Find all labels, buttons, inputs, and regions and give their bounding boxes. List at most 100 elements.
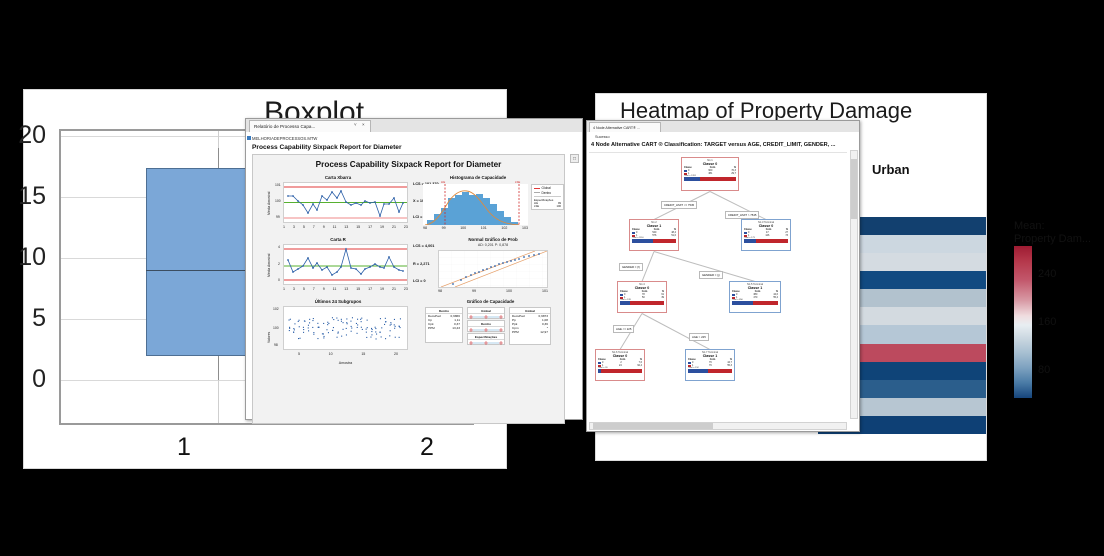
tree-node-class: Classe 0 — [634, 286, 650, 290]
upper-whisker — [218, 148, 219, 168]
histogram-x-tick: 98 — [423, 226, 427, 230]
within-table-rows: DesvPad 0,9866 Cp 1,11 Cpk 0,37 PPM 13,43 — [426, 314, 462, 330]
xbar-x-tick: 11 — [332, 225, 337, 229]
tree-node-bar-red — [653, 239, 676, 244]
tree-split-label: CREDIT_LIMIT <= 7545 — [661, 201, 698, 209]
tree-node-bar — [732, 301, 778, 306]
cart-vertical-scrollbar[interactable] — [850, 150, 858, 419]
rchart-y-tick-2: 2 — [278, 262, 280, 266]
tree-split-label: GENDER = (f) — [619, 263, 643, 271]
tree-node[interactable]: Nó 6 Terminal Classe 0 Classe Cont.% 0 2 7,6 1 2… — [595, 349, 645, 381]
tree-node[interactable]: Nó 1 Classe 0 Classe Cont.% 0 900 70,3 1 381 29,7… — [681, 157, 739, 191]
rchart-y-axis-label: Média Amostral — [267, 253, 271, 277]
within-row-key: Cp — [428, 318, 432, 322]
minimize-icon[interactable]: ˅ — [354, 122, 357, 127]
probplot-plot-area — [438, 250, 548, 288]
tree-node[interactable]: Nó 3 Terminal Classe 0 Classe Cont.% 0 47 27 1 1… — [741, 219, 791, 251]
tree-node-bar-red — [600, 369, 642, 374]
cart-horizontal-scroll-thumb[interactable] — [593, 423, 713, 429]
tree-node-count: 78 — [642, 293, 645, 297]
y-tick-15: 15 — [18, 182, 46, 210]
xbar-x-tick: 7 — [312, 225, 315, 229]
tree-node-label: Nó 2 — [651, 221, 657, 224]
xbar-series — [284, 186, 407, 219]
overall-row-value: 12,97 — [540, 330, 548, 334]
tree-node-swatch — [632, 231, 635, 235]
spec-row-lse-key: LSE — [534, 205, 540, 208]
tree-node-total: Total = 1281 — [684, 175, 696, 178]
heatmap-title: Heatmap of Property Damage — [620, 98, 913, 123]
legend-title-line2: Property Dam... — [1014, 233, 1092, 245]
rchart-x-tick: 11 — [332, 287, 337, 291]
tree-node-class-key: 1 — [624, 296, 626, 300]
tree-node-swatch — [688, 364, 691, 368]
histogram-bars — [424, 184, 520, 226]
tree-node-row: 0 78 61 — [619, 293, 665, 296]
histogram-x-tick: 102 — [501, 226, 508, 230]
rchart-x-tick: 21 — [391, 287, 396, 291]
rchart-ucl-label: LCS = 4,001 — [413, 244, 435, 248]
tree-node[interactable]: Nó 7 Terminal Classe 1 Classe Cont.% 0 76 44,7… — [685, 349, 735, 381]
xbar-x-ticks: 1 3 5 7 9 11 13 15 17 19 21 23 — [283, 225, 408, 229]
cart-window[interactable]: 4 Node Alternative CART® ... Sucesso 4 N… — [586, 120, 860, 432]
capability-title: Gráfico de Capacidade — [466, 299, 515, 304]
heatmap-cell — [818, 217, 986, 236]
spec-block: Especificações LIE 99 LSE 100 — [534, 196, 561, 208]
rchart-x-tick: 5 — [302, 287, 305, 291]
tree-node-label: Nó 1 — [707, 159, 713, 162]
cart-vertical-scroll-thumb[interactable] — [851, 159, 857, 219]
close-icon[interactable]: × — [362, 122, 365, 127]
rchart-x-tick: 23 — [403, 287, 408, 291]
tree-node-row: 1 50 39 — [619, 296, 665, 299]
tree-node-class: Classe 1 — [747, 286, 763, 290]
tree-node-bar — [598, 369, 642, 374]
probplot-x-tick: 99 — [472, 289, 476, 293]
overall-row: Cpm * — [510, 326, 550, 330]
heatmap-cell — [818, 379, 986, 398]
process-capability-window[interactable]: Relatório de Processo Capa... ˅ × MELHOR… — [245, 118, 583, 424]
tree-node-row: 1 576 51,6 — [631, 234, 677, 237]
tree-node-table-header: Classe Cont.% — [632, 228, 676, 232]
histogram-x-ticks: 98 99 100 101 102 103 — [423, 226, 528, 230]
xbar-x-tick: 17 — [368, 225, 373, 229]
cart-tree-canvas: Nó 1 Classe 0 Classe Cont.% 0 900 70,3 1 381 29,7… — [589, 152, 847, 417]
tree-edge — [641, 251, 655, 282]
heatmap-legend: Mean: Property Dam... 240 160 80 — [1014, 220, 1104, 398]
tree-node-table-header: Classe Cont.% — [732, 290, 778, 294]
tab-process-capability[interactable]: Relatório de Processo Capa... — [249, 120, 371, 132]
y-tick-10: 10 — [18, 243, 46, 271]
capability-band: Global — [467, 307, 505, 319]
tree-node-row: 1 126 73 — [743, 234, 789, 237]
tree-node-count: 47 — [766, 231, 769, 235]
rchart-x-tick: 19 — [380, 287, 385, 291]
tree-node-total: Total = 1116 — [632, 237, 644, 240]
tree-node[interactable]: Nó 4 Classe 0 Classe Cont.% 0 78 61 1 50 39 Total … — [617, 281, 667, 313]
heatmap-cell — [818, 307, 986, 326]
tree-split-label: GENDER = (j) — [699, 271, 723, 279]
tree-node[interactable]: Nó 2 Classe 1 Classe Cont.% 0 540 48,4 1 576 51,6… — [629, 219, 679, 251]
tree-node-class: Classe 0 — [758, 224, 774, 228]
xbar-chart-title: Carta Xbarra — [324, 175, 352, 180]
probplot-x-tick: 98 — [438, 289, 442, 293]
tree-node[interactable]: Nó 5 Terminal Classe 1 Classe Cont.% 0 380 44,… — [729, 281, 781, 313]
capability-overall-table: Global DesvPad 0,9873 Pp 1,08 Ppk 0,36 Cpm * PPM… — [509, 307, 551, 345]
overall-table-rows: DesvPad 0,9873 Pp 1,08 Ppk 0,36 Cpm * PPM 12,97 — [510, 314, 550, 334]
tree-node-class: Classe 1 — [702, 354, 718, 358]
tree-node-row: 0 47 27 — [743, 231, 789, 234]
tree-node-swatch — [688, 361, 691, 365]
xbar-y-axis-label: Média Amostral — [267, 191, 271, 215]
histogram-x-tick: 100 — [460, 226, 467, 230]
tree-node-bar-red — [699, 177, 736, 182]
panel-resize-button[interactable]: □ — [570, 154, 579, 163]
tree-node-bar — [744, 239, 788, 244]
overall-row-key: Ppk — [512, 322, 518, 326]
sixpack-header: Process Capability Sixpack Report for Di… — [252, 144, 402, 151]
subgroups-title: Últimos 24 Subgrupos — [314, 299, 362, 304]
cart-horizontal-scrollbar[interactable] — [589, 422, 847, 430]
overall-row-value: * — [546, 326, 548, 330]
histogram-title: Histograma de Capacidade — [449, 175, 507, 180]
tab-cart-classification[interactable]: 4 Node Alternative CART® ... — [589, 122, 661, 132]
rchart-y-tick-4: 4 — [278, 245, 280, 249]
tree-node-class-key: 1 — [748, 234, 750, 238]
tree-node-swatch — [684, 169, 687, 173]
